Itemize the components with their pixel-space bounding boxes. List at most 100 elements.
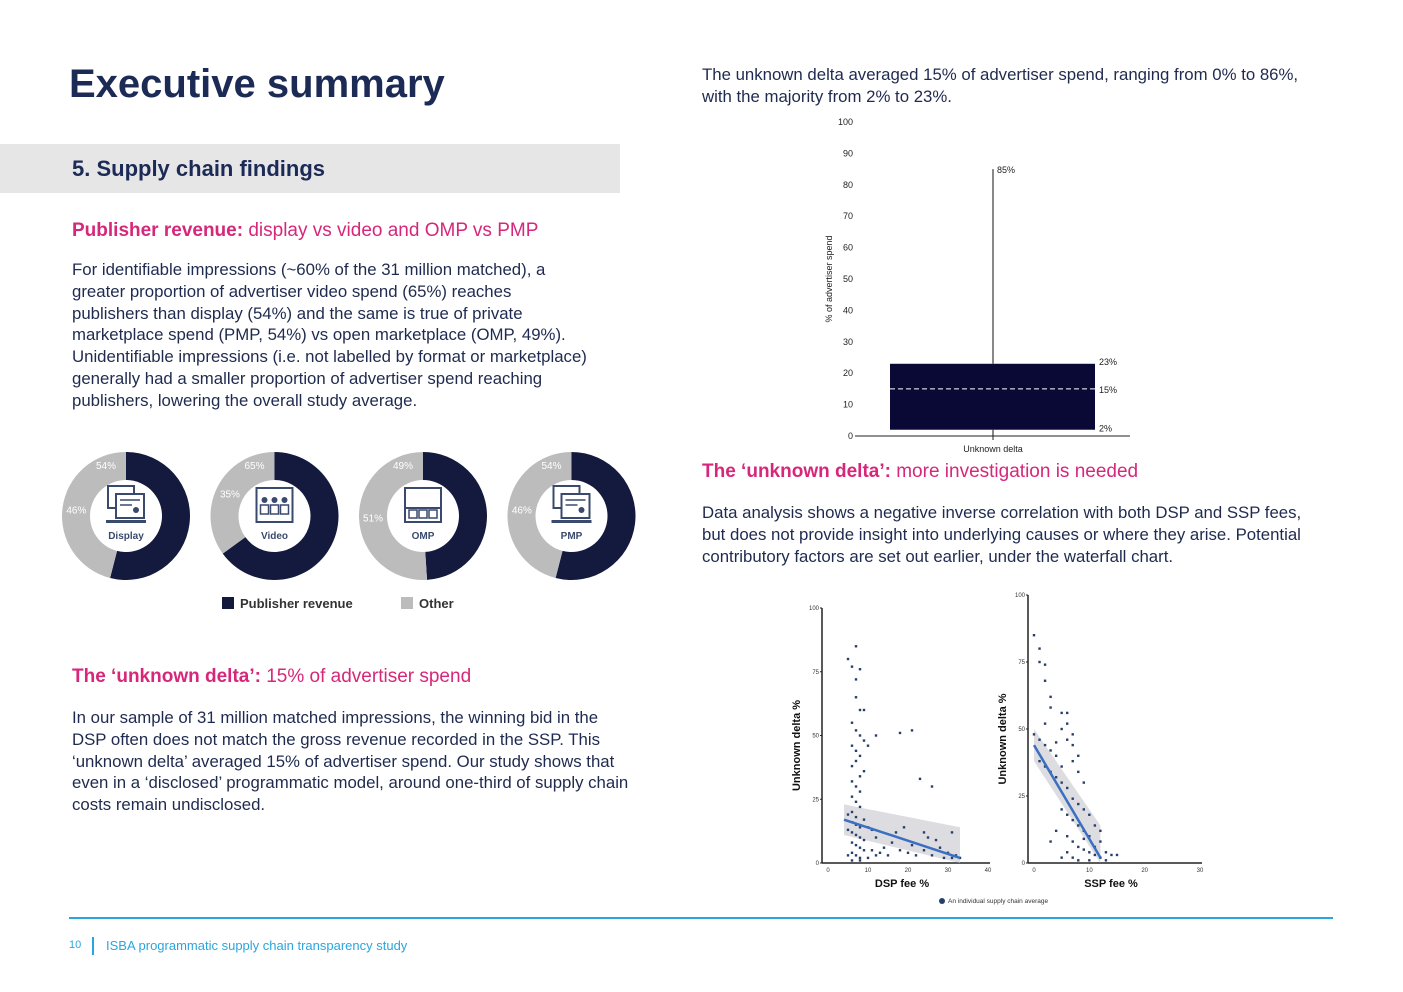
scatter-point: [854, 645, 858, 648]
scatter-panel-2: 0 25 50 75 100 0 10 20 30 Unknown delta % SSP fee …: [997, 593, 1204, 890]
scatter-point: [1060, 727, 1063, 731]
publisher-body: For identifiable impressions (~60% of th…: [72, 260, 587, 410]
scatter-point: [1071, 743, 1074, 747]
pmp-icon: [551, 485, 592, 523]
y-tick-label: 60: [843, 243, 853, 253]
donut-other-slice: [507, 452, 572, 578]
donut-charts: Display 54% 46% Video 65% 35% OMP 49% 51% PMP 54% 4…: [62, 452, 636, 611]
scatter-point: [862, 708, 866, 712]
scatter-point: [1054, 829, 1058, 833]
scatter-point: [854, 843, 858, 847]
scatter-point: [846, 854, 850, 857]
scatter-point: [862, 849, 866, 852]
x-tick-label: 10: [865, 868, 872, 874]
scatter-point: [1049, 706, 1052, 709]
y-axis-label: Unknown delta %: [997, 693, 1009, 784]
scatter-point: [874, 734, 878, 737]
scatter-point: [1082, 848, 1085, 851]
scatter-point: [1049, 695, 1052, 699]
donut-other-slice: [359, 452, 428, 580]
legend-label-publisher: Publisher revenue: [240, 596, 353, 611]
y-tick-label: 25: [812, 797, 819, 803]
x-tick-label: 20: [1141, 868, 1148, 874]
y-tick-label: 30: [843, 337, 853, 347]
x-tick-label: 30: [1197, 868, 1204, 874]
confidence-band: [844, 804, 960, 863]
scatter-point: [942, 856, 946, 860]
scatter-point: [1088, 859, 1091, 862]
scatter-point: [934, 838, 938, 842]
scatter-point: [854, 729, 858, 732]
donut-publisher-label: 65%: [244, 461, 264, 472]
donut-pmp: PMP 54% 46%: [507, 452, 636, 580]
scatter-point: [1038, 660, 1041, 664]
scatter-point: [1043, 722, 1047, 725]
omp-seat: [408, 509, 418, 519]
donut-other-label: 35%: [220, 489, 240, 500]
unknown-delta-heading: The ‘unknown delta’: 15% of advertiser s…: [72, 666, 471, 688]
scatter-point: [1032, 634, 1036, 637]
y-tick-label: 90: [843, 148, 853, 158]
scatter-point: [850, 810, 854, 814]
scatter-point: [1066, 813, 1069, 816]
scatter-point: [1043, 743, 1047, 747]
donut-center-label: Video: [261, 531, 288, 542]
scatter-point: [1077, 859, 1080, 862]
box-plot: 0 10 20 30 40 50 60 70 80 90 100 % of advertiser sp…: [824, 117, 1130, 454]
scatter-point: [846, 828, 850, 832]
scatter-point: [858, 708, 862, 712]
scatter-point: [1088, 851, 1091, 854]
scatter-point: [858, 754, 862, 758]
scatter-point: [858, 846, 862, 849]
scatter-point: [854, 696, 858, 699]
scatter-point: [854, 785, 858, 788]
display-base: [106, 520, 146, 523]
x-tick-label: 40: [985, 868, 992, 874]
scatter-point: [854, 800, 858, 803]
y-tick-label: 10: [843, 400, 853, 410]
footer-divider: [69, 917, 1333, 919]
y-tick-label: 20: [843, 368, 853, 378]
unknown-delta-heading-bold: The ‘unknown delta’:: [72, 666, 261, 687]
section-title: 5. Supply chain findings: [72, 156, 326, 181]
scatter-point: [1099, 840, 1102, 843]
footer-page-number: 10: [69, 939, 82, 951]
scatter-panel-1: 0 25 50 75 100 0 10 20 30 40 Unknown delta % DSP fe…: [791, 606, 992, 890]
scatter-point: [950, 831, 954, 834]
trend-line: [843, 818, 961, 860]
legend-label-other: Other: [419, 596, 454, 611]
scatter-point: [870, 849, 874, 852]
scatter-point: [858, 859, 862, 862]
scatter-point: [1071, 797, 1074, 800]
publisher-heading-rest: display vs video and OMP vs PMP: [243, 220, 539, 241]
scatter-point: [1082, 781, 1085, 784]
legend-swatch-other: [401, 597, 413, 609]
scatter-point: [846, 813, 850, 816]
scatter-point: [950, 856, 954, 860]
scatter-point: [850, 831, 854, 834]
scatter-point: [918, 777, 922, 781]
footer-separator: [92, 937, 94, 955]
scatter-point: [898, 849, 902, 852]
y-tick-label: 0: [1022, 861, 1026, 867]
donut-other-label: 46%: [66, 506, 86, 517]
donut-center-label: OMP: [412, 531, 435, 542]
x-tick-label: 10: [1086, 868, 1093, 874]
right-intro: The unknown delta averaged 15% of advert…: [702, 65, 1299, 106]
scatter-point: [1066, 711, 1069, 715]
x-category-label: Unknown delta: [963, 444, 1023, 454]
donut-publisher-label: 54%: [541, 461, 561, 472]
legend-dot: [939, 898, 945, 904]
omp-frame: [404, 487, 442, 523]
y-axis-label: % of advertiser spend: [824, 235, 834, 322]
scatter-point: [858, 668, 862, 671]
max-label: 85%: [997, 165, 1015, 175]
scatter-point: [914, 854, 918, 857]
investigation-heading-rest: more investigation is needed: [890, 461, 1139, 482]
investigation-heading-bold: The ‘unknown delta’:: [702, 461, 891, 482]
scatter-point: [850, 744, 854, 747]
scatter-point: [1066, 835, 1069, 838]
scatter-point: [862, 818, 866, 821]
display-front-screen: [560, 493, 591, 519]
y-tick-label: 100: [1015, 593, 1026, 599]
